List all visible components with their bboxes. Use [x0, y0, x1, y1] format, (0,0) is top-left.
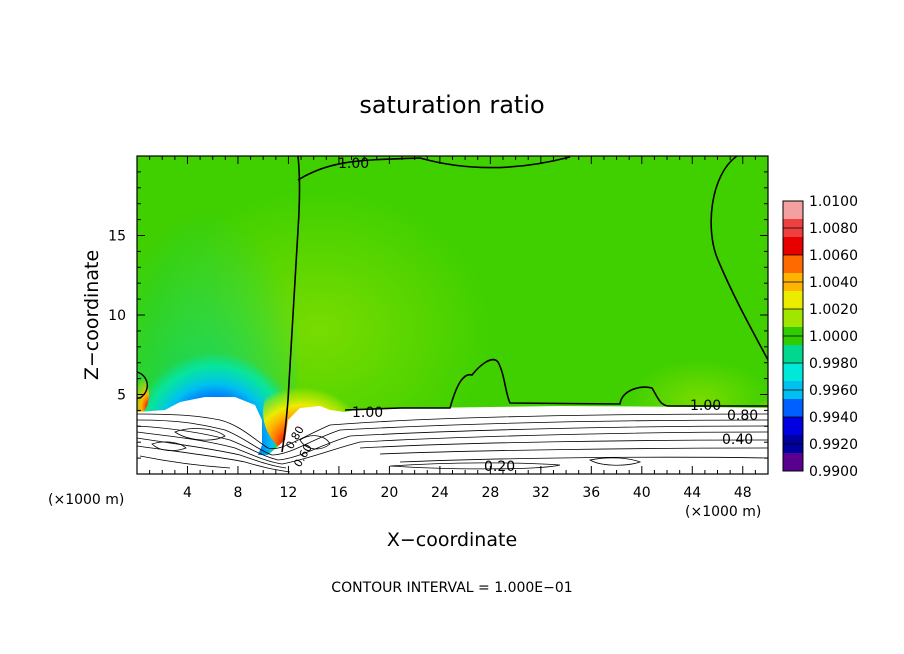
x-tick-label: 12: [280, 485, 298, 501]
x-tick-label: 48: [734, 485, 752, 501]
x-tick-label: 20: [380, 485, 398, 501]
x-tick-label: 40: [633, 485, 651, 501]
contour-label-6: 0.20: [484, 459, 515, 475]
contour-label-4: 0.80: [727, 408, 758, 424]
x-tick-label: 28: [481, 485, 499, 501]
contour-100-left: [281, 156, 301, 453]
colorbar-swatch: [783, 309, 803, 328]
colorbar-swatch: [783, 345, 803, 364]
x-axis: 4 8 12 16 20 24 28 32 36 40 44 48: [149, 156, 756, 501]
colorbar-label: 0.9920: [809, 437, 858, 453]
contour-label-1: 1.00: [338, 156, 369, 172]
colorbar-label: 0.9900: [809, 464, 858, 480]
colorbar-swatch: [783, 201, 803, 220]
y-tick-label: 15: [108, 229, 126, 245]
colorbar-label: 1.0000: [809, 329, 858, 345]
colorbar-swatch: [783, 399, 803, 418]
x-unit-left: (×1000 m): [48, 492, 124, 508]
colorbar-label: 0.9940: [809, 410, 858, 426]
colorbar-label: 0.9960: [809, 383, 858, 399]
contour-100-surface: [344, 358, 768, 411]
contour-label-3: 1.00: [690, 398, 721, 414]
colorbar-label: 1.0100: [809, 194, 858, 210]
colorbar-label: 1.0060: [809, 248, 858, 264]
x-axis-label: X−coordinate: [387, 529, 517, 551]
x-tick-label: 8: [233, 485, 242, 501]
chart-title: saturation ratio: [359, 91, 544, 119]
plot-field: 1.00 1.00 1.00 0.80 0.40 0.20 0.80 0.60: [137, 156, 768, 475]
colorbar-swatch: [783, 291, 803, 310]
y-tick-label: 10: [108, 308, 126, 324]
contour-100-edge: [137, 371, 148, 399]
y-axis: 5 10 15: [108, 171, 768, 459]
y-axis-label: Z−coordinate: [81, 250, 103, 380]
colorbar-swatch: [783, 453, 803, 472]
colorbar-label: 1.0080: [809, 221, 858, 237]
contour-interval-note: CONTOUR INTERVAL = 1.000E−01: [331, 580, 572, 596]
x-unit-right: (×1000 m): [685, 504, 761, 520]
y-tick-label: 5: [117, 388, 126, 404]
colorbar: 1.0100 1.0080 1.0060 1.0040 1.0020 1.0000 0.99…: [782, 194, 858, 480]
colorbar-swatch: [783, 417, 803, 436]
contour-100-top: [297, 156, 571, 181]
field-blank-region: [137, 397, 768, 474]
x-tick-label: 36: [582, 485, 600, 501]
colorbar-label: 1.0040: [809, 275, 858, 291]
contour-label-2: 1.00: [352, 405, 383, 421]
colorbar-label: 0.9980: [809, 356, 858, 372]
x-tick-label: 44: [683, 485, 701, 501]
x-tick-label: 24: [431, 485, 449, 501]
contour-label-5: 0.40: [722, 432, 753, 448]
x-tick-label: 32: [532, 485, 550, 501]
contour-100-right: [710, 156, 768, 361]
colorbar-swatch: [783, 363, 803, 382]
x-tick-label: 16: [330, 485, 348, 501]
colorbar-swatch: [783, 237, 803, 256]
colorbar-label: 1.0020: [809, 302, 858, 318]
contour-stack: [137, 413, 768, 473]
colorbar-swatch: [783, 255, 803, 274]
x-tick-label: 4: [183, 485, 192, 501]
